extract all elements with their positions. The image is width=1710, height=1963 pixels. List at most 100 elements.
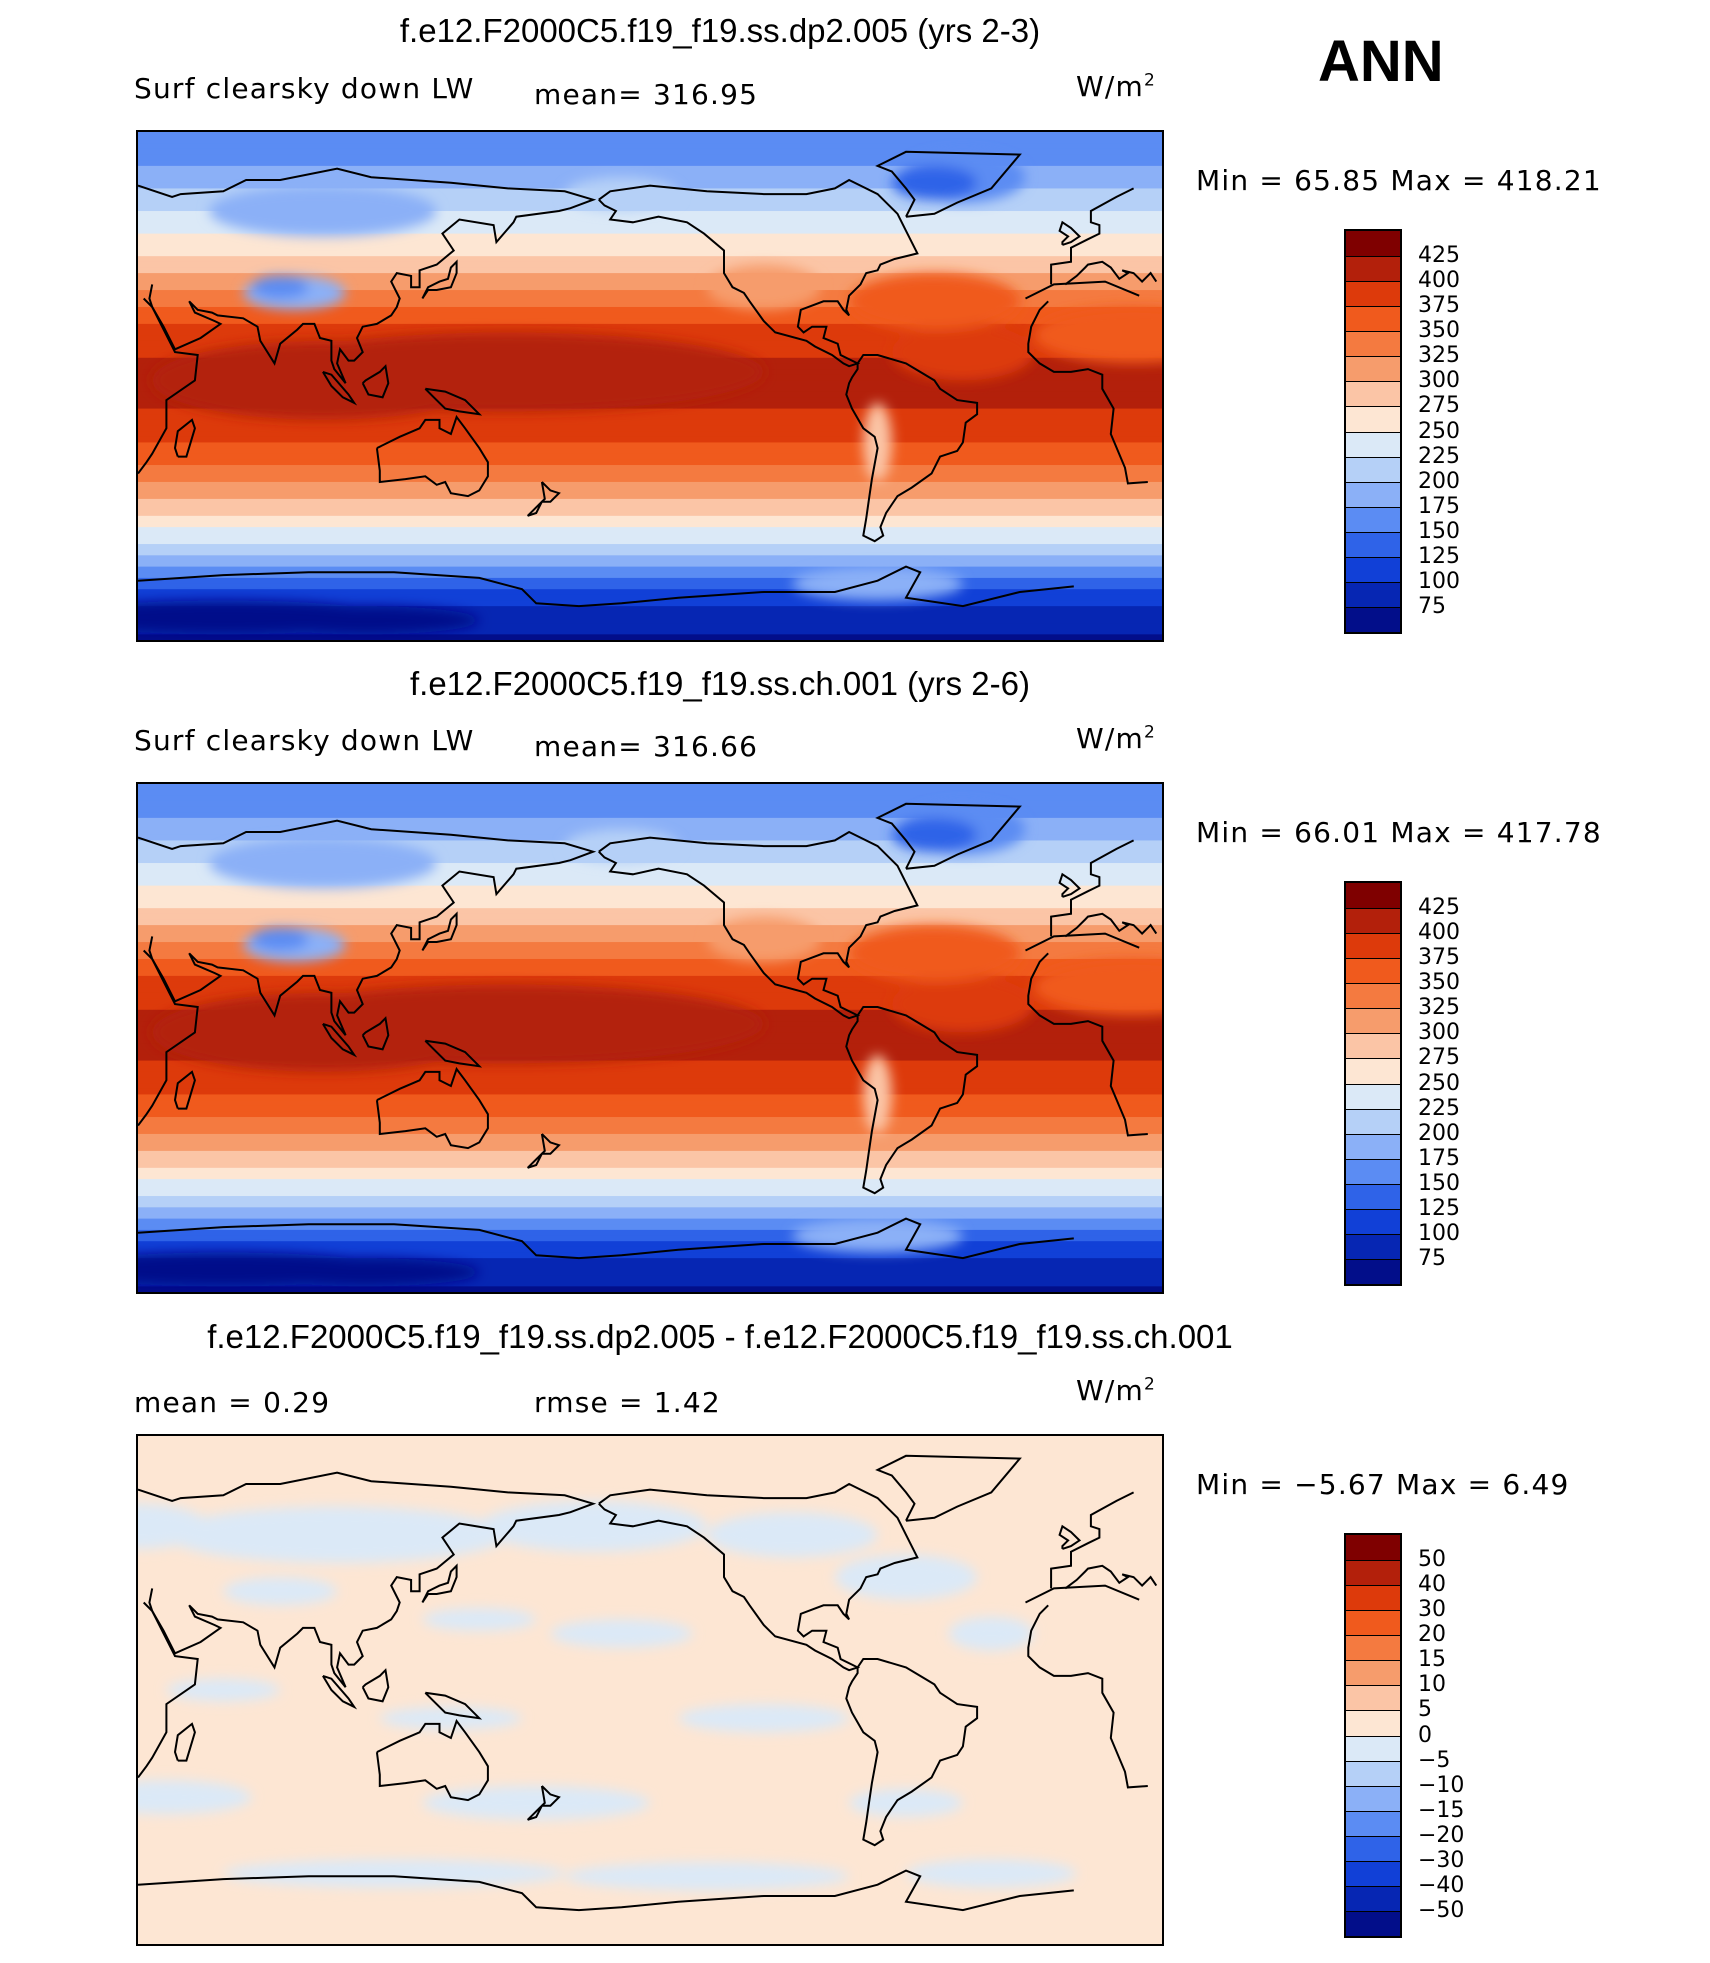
panel-1-units: W/m2	[1076, 70, 1157, 103]
colorbar-segment	[1346, 1610, 1400, 1636]
colorbar-segment	[1346, 1158, 1400, 1184]
colorbar-segment	[1346, 531, 1400, 557]
colorbar-segment	[1346, 1760, 1400, 1786]
coastline	[1058, 872, 1082, 898]
panel-3-colorbar	[1344, 1533, 1402, 1938]
coastline	[361, 364, 390, 399]
coastline	[875, 1454, 1022, 1522]
colorbar-tick-label: 75	[1418, 593, 1446, 619]
colorbar-tick-label: −40	[1418, 1872, 1465, 1898]
coastline	[322, 1022, 358, 1058]
coastline	[421, 911, 458, 952]
coastline	[322, 1674, 358, 1710]
colorbar-segment	[1346, 431, 1400, 457]
colorbar-tick-label: 15	[1418, 1647, 1446, 1673]
panel-3-title: f.e12.F2000C5.f19_f19.ss.dp2.005 - f.e12…	[207, 1318, 1233, 1355]
panel-3-rmse: rmse = 1.42	[534, 1386, 721, 1419]
colorbar-segment	[1346, 1810, 1400, 1836]
coastline	[1025, 1584, 1140, 1604]
panel-2-colorbar	[1344, 881, 1402, 1286]
colorbar-tick-label: −30	[1418, 1847, 1465, 1873]
colorbar-segment	[1346, 1585, 1400, 1611]
colorbar-segment	[1346, 1233, 1400, 1259]
coastline	[421, 1563, 458, 1604]
coastline	[1050, 187, 1135, 285]
coastline	[845, 1658, 979, 1847]
colorbar-tick-label: 400	[1418, 920, 1460, 946]
colorbar-tick-label: 30	[1418, 1597, 1446, 1623]
colorbar-segment	[1346, 1735, 1400, 1761]
coastline	[1027, 952, 1148, 1137]
colorbar-tick-label: 100	[1418, 1220, 1460, 1246]
coastline	[375, 1066, 489, 1150]
coastline	[1064, 1564, 1158, 1590]
colorbar-tick-label: 5	[1418, 1697, 1432, 1723]
colorbar-segment	[1346, 1535, 1400, 1561]
coastline	[361, 1016, 390, 1051]
colorbar-tick-label: 300	[1418, 368, 1460, 394]
colorbar-segment	[1346, 331, 1400, 357]
colorbar-tick-label: 375	[1418, 293, 1460, 319]
coastline	[375, 414, 489, 498]
coastline	[421, 259, 458, 300]
colorbar-tick-label: 10	[1418, 1672, 1446, 1698]
colorbar-segment	[1346, 983, 1400, 1009]
panel-2-map	[136, 782, 1164, 1294]
panel-1-variable: Surf clearsky down LW	[134, 72, 475, 105]
coastline	[1027, 1604, 1148, 1789]
colorbar-tick-label: 225	[1418, 1095, 1460, 1121]
coastline	[361, 1668, 390, 1703]
colorbar-segment	[1346, 1108, 1400, 1134]
panel-3-mean: mean = 0.29	[134, 1386, 331, 1419]
colorbar-tick-label: 50	[1418, 1547, 1446, 1573]
colorbar-segment	[1346, 381, 1400, 407]
panel-1-colorbar	[1344, 229, 1402, 634]
coastline	[424, 387, 483, 416]
colorbar-segment	[1346, 1910, 1400, 1936]
panel-3-minmax: Min = −5.67 Max = 6.49	[1196, 1468, 1570, 1501]
colorbar-segment	[1346, 456, 1400, 482]
coastline	[138, 297, 199, 475]
colorbar-tick-label: 400	[1418, 268, 1460, 294]
colorbar-segment	[1346, 581, 1400, 607]
colorbar-tick-label: 275	[1418, 393, 1460, 419]
coastline	[138, 1217, 1074, 1260]
colorbar-segment	[1346, 1560, 1400, 1586]
coastline	[138, 949, 199, 1127]
colorbar-segment	[1346, 1635, 1400, 1661]
panel-2-minmax: Min = 66.01 Max = 417.78	[1196, 816, 1602, 849]
colorbar-tick-label: 125	[1418, 1195, 1460, 1221]
colorbar-tick-label: 125	[1418, 543, 1460, 569]
colorbar-tick-label: 200	[1418, 1120, 1460, 1146]
coastline	[1050, 1491, 1135, 1589]
coastline	[138, 167, 597, 384]
colorbar-tick-label: 100	[1418, 568, 1460, 594]
colorbar-segment	[1346, 1008, 1400, 1034]
colorbar-tick-label: 200	[1418, 468, 1460, 494]
colorbar-tick-label: −5	[1418, 1747, 1451, 1773]
coastline	[138, 1601, 199, 1779]
colorbar-tick-label: 0	[1418, 1722, 1432, 1748]
coastline	[1050, 839, 1135, 937]
coastline	[598, 1482, 919, 1672]
colorbar-tick-label: 175	[1418, 1145, 1460, 1171]
coastline	[526, 1785, 561, 1821]
colorbar-tick-label: 150	[1418, 518, 1460, 544]
colorbar-segment	[1346, 1660, 1400, 1686]
panel-2-variable: Surf clearsky down LW	[134, 724, 475, 757]
coastline	[1058, 220, 1082, 246]
coastline	[424, 1691, 483, 1720]
coastline	[598, 830, 919, 1020]
coastline	[375, 1718, 489, 1802]
panel-1-title: f.e12.F2000C5.f19_f19.ss.dp2.005 (yrs 2-…	[399, 12, 1041, 49]
coastline	[845, 354, 979, 543]
colorbar-segment	[1346, 1885, 1400, 1911]
coastline	[173, 418, 196, 458]
colorbar-segment	[1346, 256, 1400, 282]
panel-1-minmax: Min = 65.85 Max = 418.21	[1196, 164, 1602, 197]
colorbar-tick-label: −20	[1418, 1822, 1465, 1848]
colorbar-segment	[1346, 281, 1400, 307]
colorbar-segment	[1346, 1083, 1400, 1109]
colorbar-segment	[1346, 1860, 1400, 1886]
panel-2-units: W/m2	[1076, 722, 1157, 755]
